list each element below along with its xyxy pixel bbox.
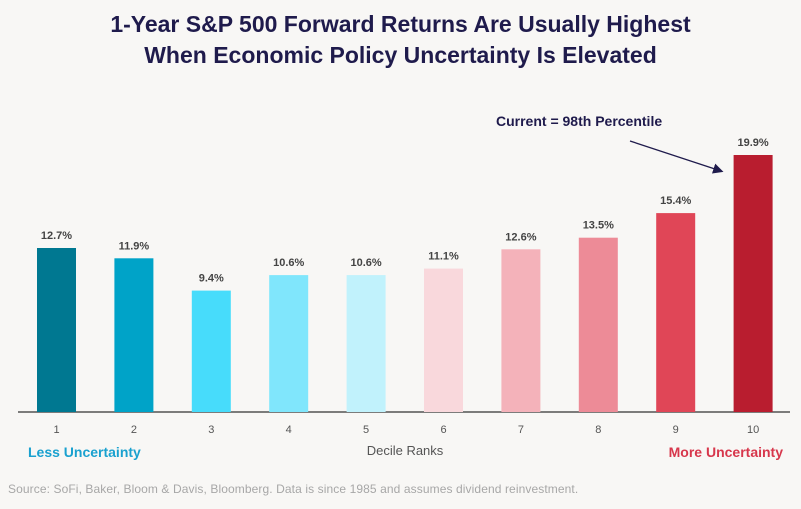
x-tick-label-2: 2 (131, 424, 137, 436)
chart-title-line-2: When Economic Policy Uncertainty Is Elev… (144, 42, 657, 68)
value-label-decile-5: 10.6% (350, 257, 381, 269)
x-tick-label-10: 10 (747, 424, 759, 436)
chart-title-line-1: 1-Year S&P 500 Forward Returns Are Usual… (110, 11, 691, 37)
x-tick-label-1: 1 (53, 424, 59, 436)
x-axis-label: Decile Ranks (367, 443, 444, 458)
bar-decile-9 (656, 213, 696, 412)
bar-decile-10 (733, 155, 773, 412)
value-label-decile-2: 11.9% (119, 240, 150, 252)
bar-decile-8 (578, 237, 618, 412)
x-tick-label-4: 4 (286, 424, 292, 436)
source-note: Source: SoFi, Baker, Bloom & Davis, Bloo… (8, 482, 579, 496)
value-label-decile-10: 19.9% (737, 137, 768, 149)
bar-decile-1 (37, 248, 76, 412)
current-percentile-annotation: Current = 98th Percentile (496, 113, 662, 129)
value-label-decile-3: 9.4% (199, 273, 224, 285)
bar-decile-6 (424, 268, 463, 412)
bar-decile-4 (269, 275, 309, 412)
value-label-decile-6: 11.1% (428, 251, 459, 263)
value-label-decile-9: 15.4% (660, 195, 691, 207)
x-tick-label-3: 3 (208, 424, 214, 436)
x-tick-label-6: 6 (440, 424, 446, 436)
x-tick-label-5: 5 (363, 424, 369, 436)
value-label-decile-4: 10.6% (273, 257, 304, 269)
more-uncertainty-label: More Uncertainty (669, 444, 784, 460)
bar-decile-3 (191, 290, 231, 412)
annotation-arrow (629, 140, 724, 174)
bar-decile-7 (501, 249, 541, 412)
x-tick-label-7: 7 (518, 424, 524, 436)
bar-decile-5 (346, 275, 386, 412)
bar-decile-2 (114, 258, 154, 412)
value-label-decile-8: 13.5% (583, 220, 614, 232)
value-label-decile-1: 12.7% (41, 230, 72, 242)
x-tick-label-8: 8 (595, 424, 601, 436)
less-uncertainty-label: Less Uncertainty (28, 444, 141, 460)
x-tick-label-9: 9 (673, 424, 679, 436)
value-label-decile-7: 12.6% (505, 231, 536, 243)
